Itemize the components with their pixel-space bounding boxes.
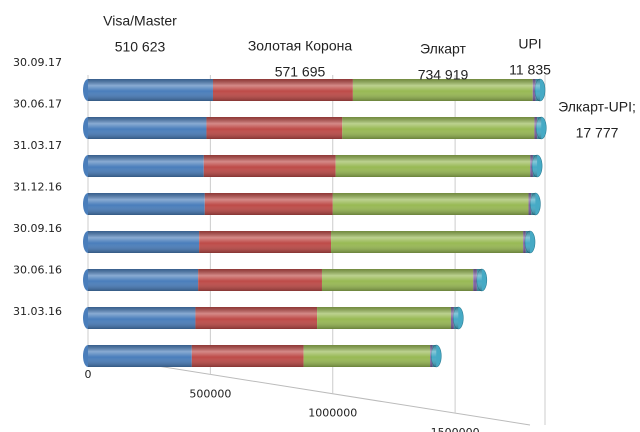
annotation-value: 11 835	[509, 62, 551, 78]
bar-gloss	[88, 79, 540, 101]
annotation-value: 571 695	[275, 64, 326, 80]
bar-row	[83, 268, 488, 292]
y-tick-label: 30.09.16	[13, 222, 62, 235]
bar-gloss	[88, 307, 459, 329]
bar-gloss	[88, 345, 437, 367]
x-tick-label: 500000	[189, 387, 231, 400]
bar-row	[83, 154, 543, 178]
annotation-value: 17 777	[576, 125, 619, 141]
x-tick-label: 1000000	[308, 407, 357, 420]
bar-row	[83, 344, 442, 368]
y-tick-label: 31.03.17	[13, 139, 62, 152]
annotation-name: UPI	[518, 36, 541, 52]
bar-gloss	[88, 269, 482, 291]
y-tick-label: 31.03.16	[13, 305, 62, 318]
y-tick-label: 30.06.16	[13, 264, 62, 277]
x-tick-label: 1500000	[431, 426, 480, 432]
y-tick-label: 31.12.16	[13, 181, 62, 194]
annotation-name: Visa/Master	[103, 13, 177, 29]
bar-row	[83, 306, 464, 330]
bar-row	[83, 116, 547, 140]
bar-gloss	[88, 193, 536, 215]
x-tick-label: 0	[85, 368, 92, 381]
bar-row	[83, 192, 541, 216]
annotation-value: 510 623	[115, 39, 166, 55]
bar-gloss	[88, 155, 538, 177]
y-tick-label: 30.09.17	[13, 56, 62, 69]
bar-row	[83, 78, 546, 102]
bar-gloss	[88, 231, 531, 253]
annotation-name: Элкарт	[420, 41, 466, 57]
bar-row	[83, 230, 536, 254]
annotation-value: 734 919	[418, 67, 469, 83]
y-tick-label: 30.06.17	[13, 98, 62, 111]
annotation-name: Золотая Корона	[248, 38, 352, 54]
bar-gloss	[88, 117, 542, 139]
annotation-name: Элкарт-UPI;	[558, 99, 636, 115]
